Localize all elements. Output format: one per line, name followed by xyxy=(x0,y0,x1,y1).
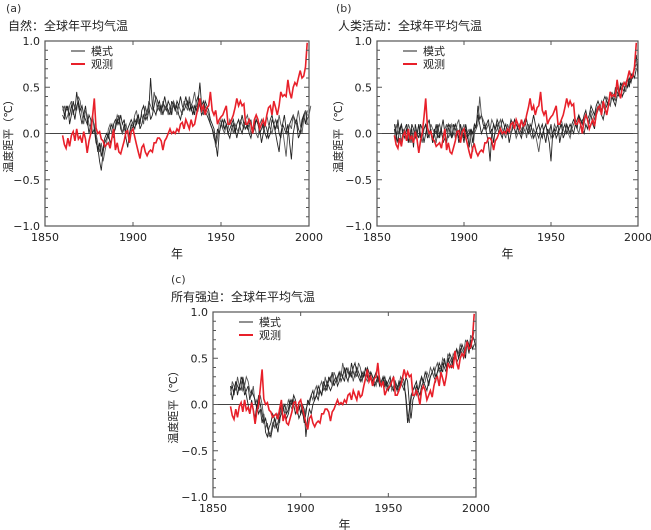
x-tick-label: 1900 xyxy=(450,231,478,244)
y-tick-label: −0.5 xyxy=(13,174,40,187)
x-tick-label: 1850 xyxy=(363,231,391,244)
x-tick-label: 1950 xyxy=(537,231,565,244)
y-tick-label: 0.0 xyxy=(191,399,209,412)
observed-series-line xyxy=(393,42,638,159)
model-series-line xyxy=(393,54,639,162)
chart-a: 1850 1900 1950 2000 1.0 0.5 0.0 −0.5 −1.0 年 温度距平（℃… xyxy=(1,35,323,261)
model-series-line xyxy=(230,339,475,439)
y-tick-label: −0.5 xyxy=(345,174,372,187)
x-axis-label: 年 xyxy=(171,247,183,261)
legend-label: 观测 xyxy=(91,58,113,71)
y-tick-label: 1.0 xyxy=(191,306,209,319)
model-series-line xyxy=(230,330,475,438)
panel-a: (a) 自然：全球年平均气温 1850 1900 1950 2000 1.0 0.5 0.0… xyxy=(0,0,330,262)
x-axis-label: 年 xyxy=(501,247,513,261)
observed-series-line xyxy=(229,313,475,430)
legend-label: 模式 xyxy=(423,45,445,58)
model-series-line xyxy=(62,91,308,171)
y-tick-label: −1.0 xyxy=(181,491,208,504)
x-tick-label: 2000 xyxy=(295,231,323,244)
y-tick-label: −0.5 xyxy=(181,445,208,458)
y-tick-label: −1.0 xyxy=(13,220,40,233)
legend-label: 观测 xyxy=(423,58,445,71)
x-tick-label: 2000 xyxy=(462,502,490,515)
chart-title: 自然：全球年平均气温 xyxy=(8,19,129,33)
x-tick-label: 2000 xyxy=(624,231,651,244)
x-tick-label: 1900 xyxy=(287,502,315,515)
chart-title: 人类活动：全球年平均气温 xyxy=(338,19,483,33)
x-tick-label: 1850 xyxy=(31,231,59,244)
chart-c: 1850 1900 1950 2000 1.0 0.5 0.0 −0.5 −1.0 年 温度距平（℃… xyxy=(166,306,490,530)
y-tick-label: −1.0 xyxy=(345,220,372,233)
chart-b: 1850 1900 1950 2000 1.0 0.5 0.0 −0.5 −1.0 年 温度距平（℃… xyxy=(331,35,651,261)
x-tick-label: 1950 xyxy=(207,231,235,244)
y-tick-label: 0.0 xyxy=(355,128,373,141)
y-tick-label: 1.0 xyxy=(355,35,373,48)
x-tick-label: 1850 xyxy=(199,502,227,515)
x-tick-label: 1950 xyxy=(374,502,402,515)
y-tick-label: 1.0 xyxy=(23,35,41,48)
y-tick-label: 0.0 xyxy=(23,128,41,141)
y-tick-label: 0.5 xyxy=(191,352,209,365)
legend-label: 观测 xyxy=(259,329,281,342)
observed-series-line xyxy=(61,42,308,159)
y-axis-label: 温度距平（℃） xyxy=(166,365,180,443)
y-axis-label: 温度距平（℃） xyxy=(1,94,15,172)
panel-tag: (a) xyxy=(6,2,22,15)
chart-title: 所有强迫：全球年平均气温 xyxy=(171,290,316,304)
legend-label: 模式 xyxy=(91,45,113,58)
x-tick-label: 1900 xyxy=(119,231,147,244)
y-axis-label: 温度距平（℃） xyxy=(331,94,345,172)
y-tick-label: 0.5 xyxy=(23,81,41,94)
panel-c: (c) 所有强迫：全球年平均气温 1850 1900 1950 2000 1.0 0.5 0… xyxy=(165,270,495,530)
model-series-line xyxy=(393,63,637,153)
y-tick-label: 0.5 xyxy=(355,81,373,94)
model-series-line xyxy=(230,334,477,439)
model-series-line xyxy=(62,77,308,160)
panel-tag: (b) xyxy=(336,2,352,15)
panel-tag: (c) xyxy=(171,273,186,286)
legend-label: 模式 xyxy=(259,316,281,329)
x-axis-label: 年 xyxy=(338,518,350,530)
panel-b: (b) 人类活动：全球年平均气温 1850 1900 1950 2000 1.0 0.5 0… xyxy=(330,0,651,262)
